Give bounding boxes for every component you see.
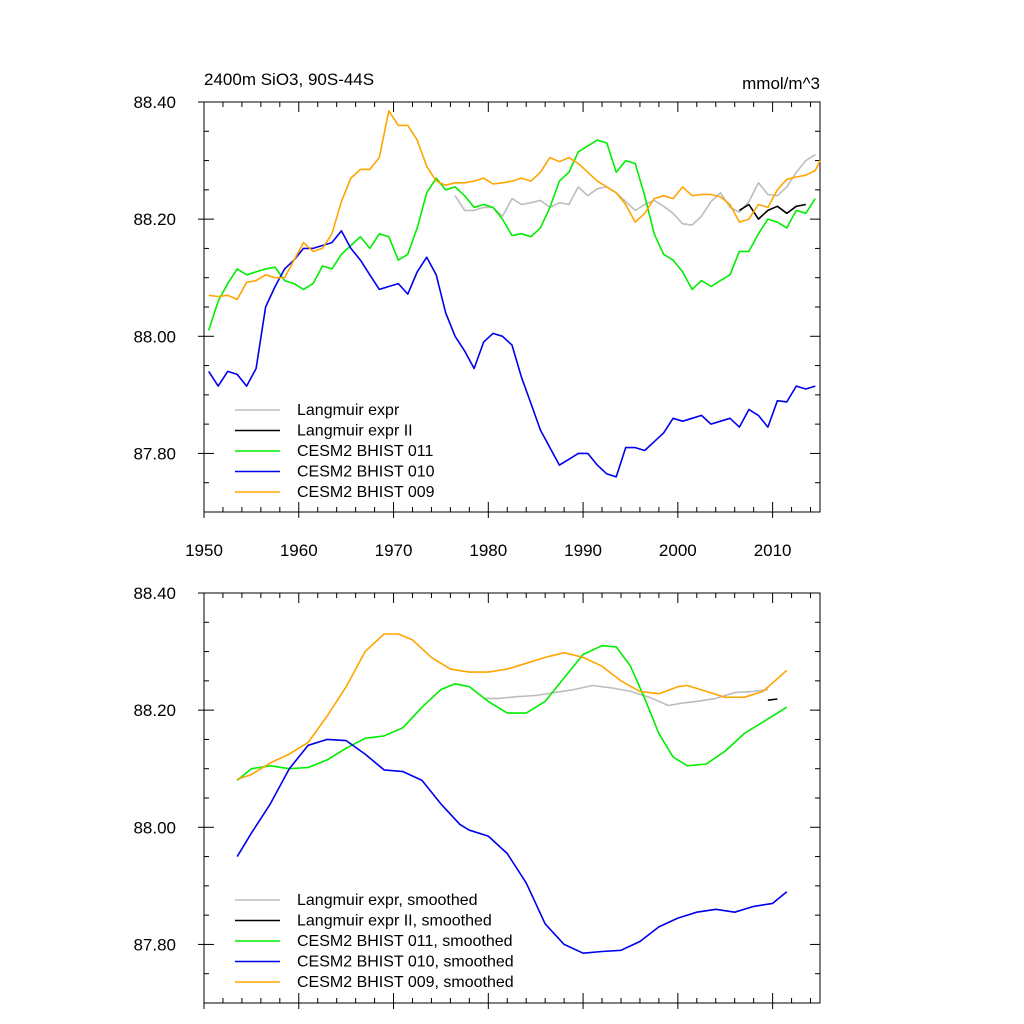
legend-label-3: CESM2 BHIST 011, smoothed	[297, 933, 513, 950]
y-tick-label: 88.40	[133, 93, 176, 112]
x-tick-label: 1990	[564, 541, 602, 560]
y-tick-label: 88.00	[133, 818, 176, 837]
chart-panel-2: 87.80 88.00 88.20 88.40 Langmuir expr, smoot…	[133, 584, 821, 1009]
y-tick-label: 88.20	[133, 701, 176, 720]
series-line-3	[236, 644, 788, 782]
chart-panel-1: 87.80 88.00 88.20 88.40 1950 1960 1970 1980 1990…	[133, 70, 821, 560]
series-line-5	[236, 633, 788, 781]
series-line-3	[207, 139, 816, 331]
legend-label-3: CESM2 BHIST 011	[297, 443, 433, 460]
legend-label-5: CESM2 BHIST 009, smoothed	[297, 974, 514, 991]
x-tick-label: 1960	[280, 541, 318, 560]
series-line-4	[208, 230, 816, 478]
legend-label-2: Langmuir expr II, smoothed	[297, 913, 492, 930]
x-tick-label: 1980	[469, 541, 507, 560]
chart-title: 2400m SiO3, 90S-44S	[204, 70, 374, 89]
series-line-2	[738, 203, 806, 220]
legend: Langmuir expr, smoothed Langmuir expr II,…	[235, 892, 514, 991]
x-tick-label: 2000	[659, 541, 697, 560]
legend-label-5: CESM2 BHIST 009	[297, 484, 435, 501]
legend-label-2: Langmuir expr II	[297, 423, 413, 440]
units-label: mmol/m^3	[742, 74, 820, 93]
y-tick-label: 87.80	[133, 444, 176, 463]
y-tick-label: 88.40	[133, 584, 176, 603]
series-line-1	[483, 684, 769, 707]
legend-label-4: CESM2 BHIST 010, smoothed	[297, 954, 514, 971]
x-tick-label: 1950	[185, 541, 223, 560]
series-line-5	[208, 110, 821, 301]
legend: Langmuir expr Langmuir expr II CESM2 BHIST…	[235, 402, 435, 501]
y-tick-label: 88.20	[133, 210, 176, 229]
y-tick-label: 87.80	[133, 935, 176, 954]
x-tick-label: 2010	[754, 541, 792, 560]
y-tick-label: 88.00	[133, 327, 176, 346]
series-line-4	[236, 738, 788, 954]
legend-label-1: Langmuir expr, smoothed	[297, 892, 478, 909]
legend-label-1: Langmuir expr	[297, 402, 400, 419]
x-tick-label: 1970	[375, 541, 413, 560]
series-line-1	[454, 154, 816, 226]
legend-label-4: CESM2 BHIST 010	[297, 464, 435, 481]
series-line-2	[767, 698, 778, 701]
